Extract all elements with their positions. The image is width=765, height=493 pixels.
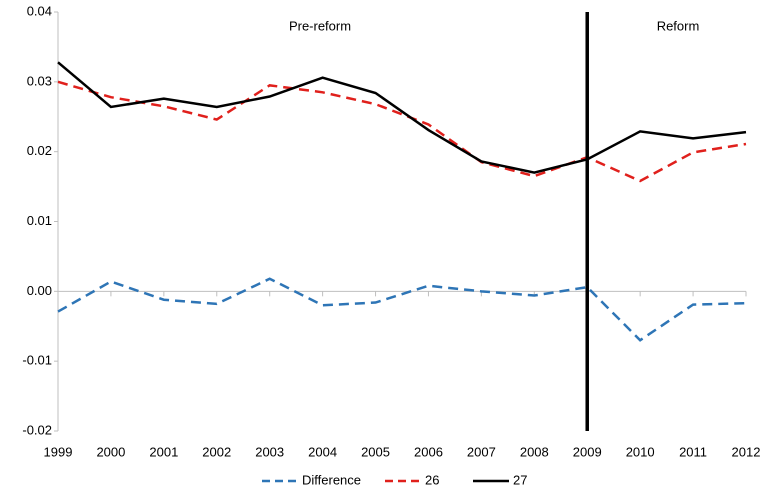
- x-tick-label: 2004: [308, 444, 337, 459]
- x-tick-label: 2003: [255, 444, 284, 459]
- x-tick-label: 2002: [202, 444, 231, 459]
- x-tick-label: 2009: [573, 444, 602, 459]
- y-tick-label: 0.01: [27, 213, 52, 228]
- y-tick-label: 0.02: [27, 143, 52, 158]
- series-line: [57, 61, 747, 174]
- series-line: [57, 80, 747, 183]
- x-tick-label: 1999: [44, 444, 73, 459]
- y-tick-label: -0.01: [22, 353, 52, 368]
- y-tick-label: 0.00: [27, 283, 52, 298]
- legend-label: 27: [513, 472, 527, 487]
- y-tick-label: 0.04: [27, 3, 52, 18]
- y-tick-label: -0.02: [22, 422, 52, 437]
- series-line: [57, 277, 747, 342]
- y-tick-label: 0.03: [27, 73, 52, 88]
- x-tick-label: 2001: [149, 444, 178, 459]
- annotation: Reform: [657, 18, 700, 33]
- x-tick-label: 2005: [361, 444, 390, 459]
- x-tick-label: 2007: [467, 444, 496, 459]
- annotation: Pre-reform: [289, 18, 351, 33]
- x-tick-label: 2006: [414, 444, 443, 459]
- legend-label: 26: [425, 472, 439, 487]
- x-tick-label: 2008: [520, 444, 549, 459]
- x-tick-label: 2010: [626, 444, 655, 459]
- x-tick-label: 2011: [679, 444, 707, 459]
- x-tick-label: 2000: [96, 444, 125, 459]
- x-tick-label: 2012: [732, 444, 761, 459]
- legend-label: Difference: [302, 472, 361, 487]
